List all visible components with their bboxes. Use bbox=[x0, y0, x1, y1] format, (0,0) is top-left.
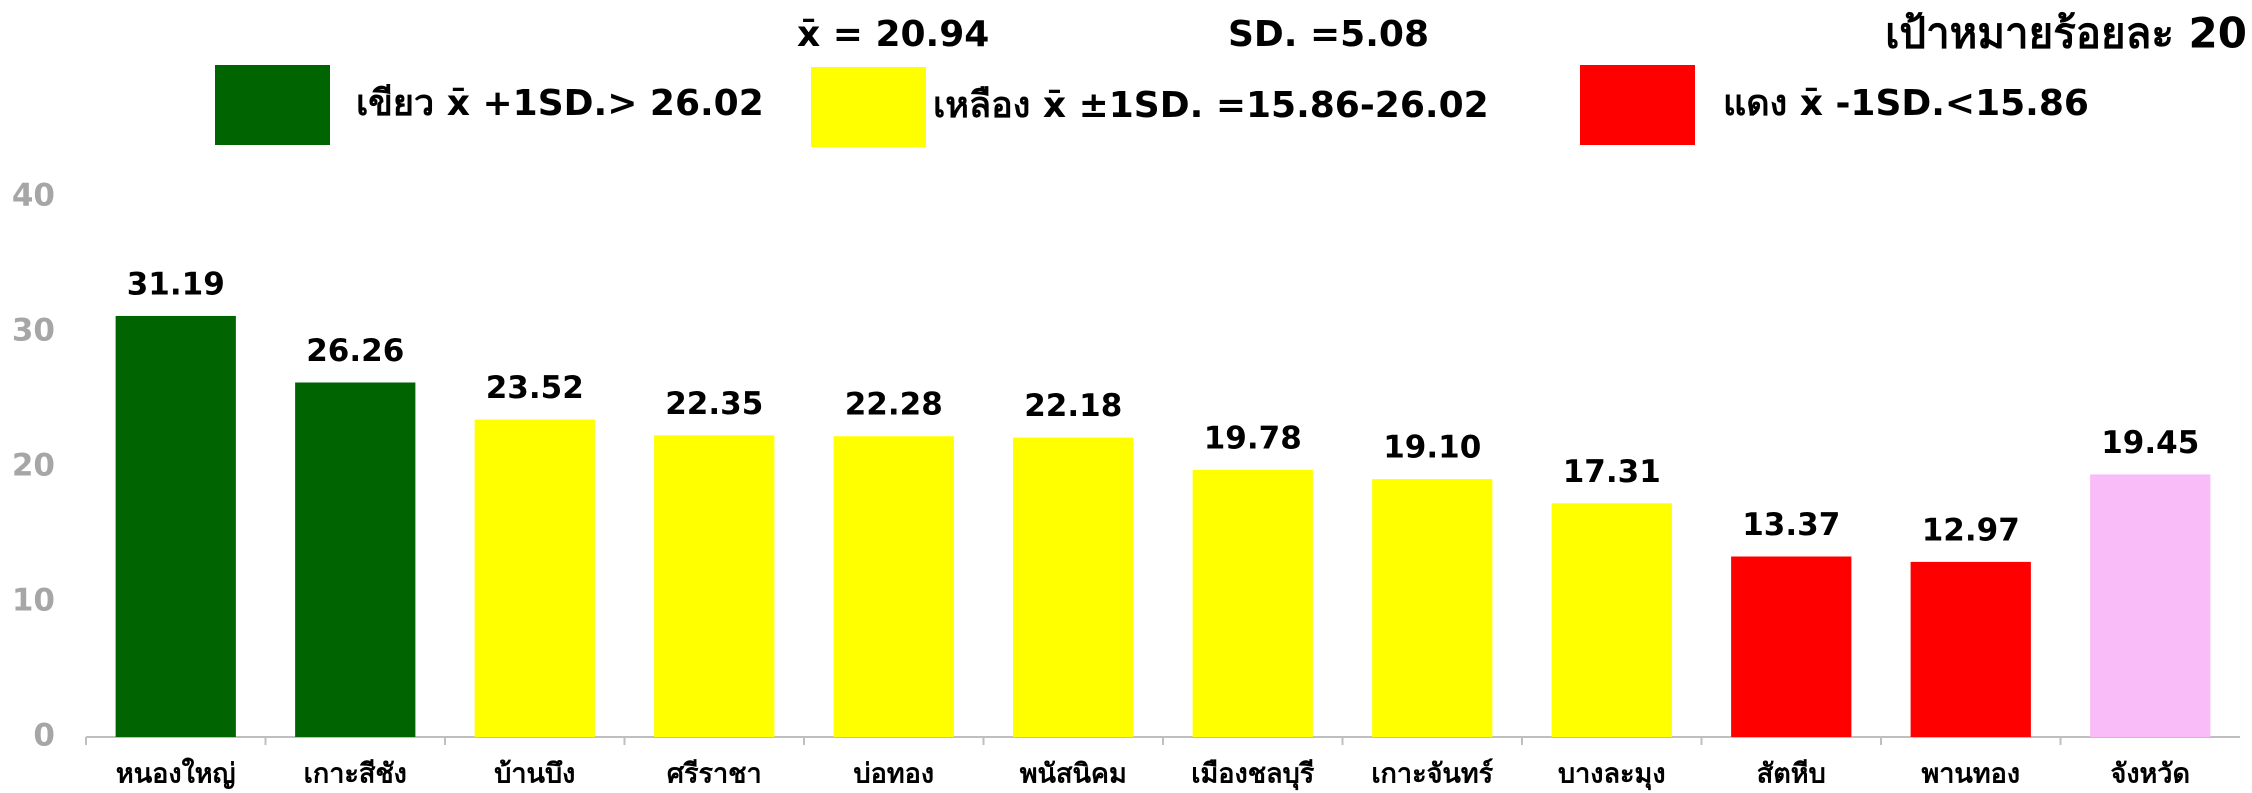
bar bbox=[295, 382, 416, 737]
bar bbox=[1013, 437, 1134, 737]
value-label: 12.97 bbox=[1922, 512, 2020, 548]
x-tick-label: เกาะสีชัง bbox=[304, 759, 407, 790]
x-tick-label: บ้านบึง bbox=[494, 759, 575, 790]
value-label: 17.31 bbox=[1563, 454, 1661, 490]
value-label: 23.52 bbox=[486, 370, 584, 406]
y-tick-label: 0 bbox=[33, 718, 55, 754]
value-label: 22.28 bbox=[845, 387, 943, 423]
bar bbox=[1372, 479, 1493, 737]
legend-label: แดง x̄ -1SD.<15.86 bbox=[1723, 83, 2089, 124]
value-label: 19.45 bbox=[2101, 425, 2199, 461]
x-tick-label: หนองใหญ่ bbox=[116, 758, 236, 790]
x-tick-label: บางละมุง bbox=[1558, 759, 1666, 791]
x-tick-label: จังหวัด bbox=[2111, 759, 2191, 790]
y-tick-label: 20 bbox=[12, 448, 55, 484]
y-tick-label: 10 bbox=[12, 583, 55, 619]
x-tick-label: เมืองชลบุรี bbox=[1191, 759, 1314, 791]
bar bbox=[1910, 561, 2031, 737]
mean-label: x̄ = 20.94 bbox=[797, 14, 989, 55]
value-label: 22.18 bbox=[1024, 388, 1122, 424]
bar bbox=[654, 435, 775, 737]
value-label: 31.19 bbox=[127, 266, 225, 302]
value-label: 19.78 bbox=[1204, 420, 1302, 456]
bar bbox=[2090, 474, 2211, 737]
y-tick-label: 30 bbox=[12, 313, 55, 349]
x-tick-label: สัตหีบ bbox=[1757, 759, 1826, 790]
bar bbox=[1551, 503, 1672, 737]
x-tick-label: พานทอง bbox=[1921, 759, 2020, 790]
chart-title: เป้าหมายร้อยละ 20 bbox=[1885, 9, 2247, 58]
x-tick-label: เกาะจันทร์ bbox=[1371, 758, 1493, 790]
x-tick-label: ศรีราชา bbox=[667, 759, 762, 790]
value-label: 19.10 bbox=[1383, 430, 1481, 466]
legend-label: เขียว x̄ +1SD.> 26.02 bbox=[356, 83, 764, 124]
legend-swatch bbox=[215, 65, 330, 145]
bar bbox=[1731, 556, 1852, 737]
bar bbox=[833, 436, 954, 737]
bar bbox=[1192, 469, 1313, 737]
bar bbox=[115, 315, 236, 737]
x-tick-label: บ่อทอง bbox=[853, 759, 934, 790]
legend-swatch bbox=[811, 67, 926, 147]
value-label: 22.35 bbox=[665, 386, 763, 422]
legend-label: เหลือง x̄ ±1SD. =15.86-26.02 bbox=[933, 85, 1489, 126]
y-tick-label: 40 bbox=[12, 178, 55, 214]
value-label: 26.26 bbox=[306, 333, 404, 369]
bar bbox=[474, 419, 595, 737]
x-tick-label: พนัสนิคม bbox=[1020, 759, 1127, 790]
value-label: 13.37 bbox=[1742, 507, 1840, 543]
legend-swatch bbox=[1580, 65, 1695, 145]
sd-label: SD. =5.08 bbox=[1228, 14, 1429, 55]
